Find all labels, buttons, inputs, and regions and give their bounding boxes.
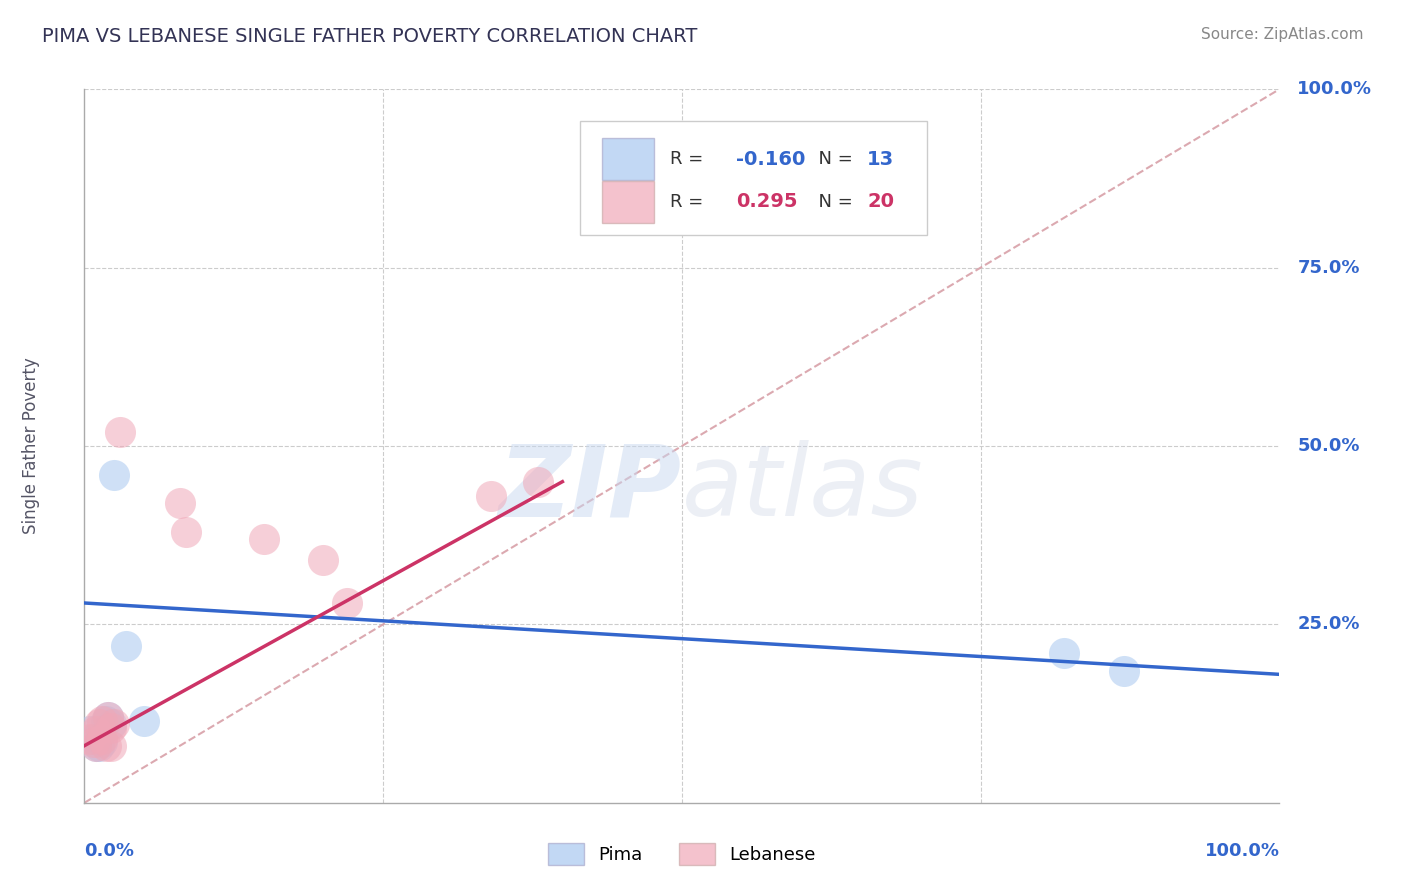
Text: Single Father Poverty: Single Father Poverty xyxy=(21,358,39,534)
Point xyxy=(527,475,550,489)
Point xyxy=(91,714,114,728)
Point xyxy=(336,596,359,610)
Text: 20: 20 xyxy=(868,193,894,211)
Point xyxy=(87,739,110,753)
Text: 100.0%: 100.0% xyxy=(1298,80,1372,98)
Point xyxy=(174,524,197,539)
Point xyxy=(79,724,101,739)
Point xyxy=(312,553,335,567)
Text: -0.160: -0.160 xyxy=(735,150,806,169)
Point xyxy=(100,739,122,753)
Text: 0.295: 0.295 xyxy=(735,193,797,211)
Point xyxy=(79,731,101,746)
Text: 100.0%: 100.0% xyxy=(1205,842,1279,860)
Point xyxy=(91,731,114,746)
Point xyxy=(169,496,191,510)
Text: 0.0%: 0.0% xyxy=(84,842,135,860)
Point xyxy=(91,735,114,749)
Text: N =: N = xyxy=(807,193,859,211)
Text: 13: 13 xyxy=(868,150,894,169)
FancyBboxPatch shape xyxy=(602,181,654,223)
Point xyxy=(100,717,122,731)
Point xyxy=(97,710,120,724)
Text: 50.0%: 50.0% xyxy=(1298,437,1360,455)
Point xyxy=(83,731,105,746)
FancyBboxPatch shape xyxy=(602,138,654,180)
Text: PIMA VS LEBANESE SINGLE FATHER POVERTY CORRELATION CHART: PIMA VS LEBANESE SINGLE FATHER POVERTY C… xyxy=(42,27,697,45)
Point xyxy=(110,425,132,439)
Point xyxy=(100,721,122,735)
Point xyxy=(94,714,117,728)
Text: ZIP: ZIP xyxy=(499,441,682,537)
Point xyxy=(84,724,107,739)
Text: atlas: atlas xyxy=(682,441,924,537)
Legend: Pima, Lebanese: Pima, Lebanese xyxy=(541,836,823,872)
Point xyxy=(132,714,156,728)
FancyBboxPatch shape xyxy=(581,121,927,235)
Point xyxy=(115,639,138,653)
Point xyxy=(83,735,105,749)
Point xyxy=(253,532,276,546)
Point xyxy=(1112,664,1135,678)
Point xyxy=(84,739,107,753)
Point xyxy=(97,710,120,724)
Point xyxy=(84,739,107,753)
Point xyxy=(103,717,125,731)
Text: 75.0%: 75.0% xyxy=(1298,259,1360,277)
Point xyxy=(103,467,125,482)
Point xyxy=(1053,646,1076,660)
Text: N =: N = xyxy=(807,150,859,168)
Point xyxy=(94,739,117,753)
Text: Source: ZipAtlas.com: Source: ZipAtlas.com xyxy=(1201,27,1364,42)
Text: R =: R = xyxy=(669,193,709,211)
Text: R =: R = xyxy=(669,150,709,168)
Text: 25.0%: 25.0% xyxy=(1298,615,1360,633)
Point xyxy=(479,489,502,503)
Point xyxy=(87,717,110,731)
